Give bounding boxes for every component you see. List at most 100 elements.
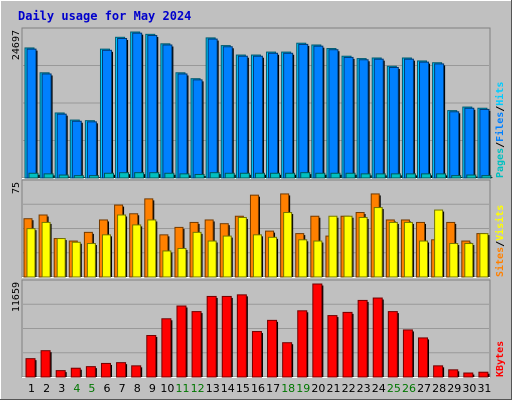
hits-bar-pages-day-13 [209, 172, 220, 179]
hits-bar-pages-day-22 [345, 172, 356, 179]
visits-bar-visits-day-26 [403, 221, 413, 278]
hits-bar-files-day-28 [434, 63, 445, 179]
kbytes-bar-kbytes-day-5 [85, 366, 96, 378]
x-tick-label: 3 [58, 382, 65, 395]
kbytes-bar-kbytes-day-23 [357, 299, 368, 378]
kbytes-bar-kbytes-day-28 [433, 365, 444, 378]
visits-bar-visits-day-17 [268, 236, 278, 278]
kbytes-bar-kbytes-day-10 [161, 318, 172, 378]
x-axis-labels: 1 2 3 4 5 6 7 8 9 10 11 12 13 14 15 16 17 18 19 20 21 22 23 24 2… [28, 382, 491, 395]
hits-bar-files-day-12 [192, 79, 203, 179]
hits-legend-entry: Hits [494, 82, 506, 106]
x-tick-label: 22 [342, 382, 356, 395]
hits-bar-files-day-15 [237, 55, 248, 179]
visits-bar-visits-day-11 [177, 247, 187, 278]
kbytes-legend: KBytes [495, 341, 506, 377]
visits-bar-visits-day-3 [56, 238, 66, 278]
hits-bar-files-day-10 [162, 44, 173, 179]
hits-bar-pages-day-11 [179, 173, 190, 179]
x-tick-label: 21 [326, 382, 340, 395]
visits-bar-visits-day-23 [358, 216, 368, 278]
hits-bar-files-day-18 [283, 52, 294, 179]
visits-bar-visits-day-22 [343, 215, 353, 278]
hits-bar-pages-day-2 [43, 173, 54, 179]
x-tick-label: 18 [281, 382, 295, 395]
kbytes-bar-kbytes-day-2 [40, 350, 51, 378]
hits-bar-pages-day-6 [103, 172, 114, 179]
hits-bar-files-day-21 [328, 49, 339, 179]
hits-bar-pages-day-4 [73, 175, 84, 179]
hits-bar-files-day-8 [132, 32, 143, 179]
x-tick-label: 10 [160, 382, 174, 395]
x-tick-label: 11 [176, 382, 190, 395]
hits-bar-files-day-17 [268, 52, 279, 179]
hits-bar-files-day-4 [71, 120, 82, 179]
kbytes-bar-kbytes-day-16 [251, 331, 262, 378]
visits-bar-visits-day-1 [26, 228, 36, 278]
hits-bar-pages-day-26 [405, 173, 416, 179]
visits-bar-visits-day-20 [313, 240, 323, 278]
visits-bar-visits-day-7 [117, 214, 127, 278]
visits-legend: Sites/Visits [494, 205, 506, 277]
kbytes-bar-kbytes-day-24 [372, 297, 383, 378]
kbytes-bar-kbytes-day-31 [478, 371, 489, 378]
x-tick-label: 25 [387, 382, 401, 395]
x-tick-label: 27 [417, 382, 431, 395]
visits-bar-visits-day-25 [388, 221, 398, 278]
x-tick-label: 9 [149, 382, 156, 395]
hits-bar-pages-day-3 [58, 174, 69, 179]
visits-bar-visits-day-10 [162, 250, 172, 278]
x-tick-label: 2 [43, 382, 50, 395]
hits-bar-pages-day-17 [270, 172, 281, 179]
kbytes-bar-kbytes-day-12 [191, 311, 202, 378]
hits-bar-pages-day-20 [315, 172, 326, 179]
hits-bar-pages-day-21 [330, 172, 341, 179]
kbytes-bar-kbytes-day-14 [221, 295, 232, 378]
hits-bar-pages-day-24 [375, 173, 386, 179]
visits-legend-entry: Visits [494, 205, 506, 241]
kbytes-bar-kbytes-day-3 [55, 370, 66, 378]
hits-bar-files-day-29 [449, 111, 460, 179]
visits-ymax-label: 75 [11, 182, 22, 194]
visits-bar-visits-day-31 [479, 233, 489, 278]
kbytes-ymax-label: 11659 [11, 282, 22, 312]
hits-bar-files-day-5 [86, 121, 97, 179]
hits-bar-files-day-14 [222, 46, 233, 179]
visits-bar-visits-day-30 [464, 243, 474, 278]
kbytes-bar-kbytes-day-26 [402, 329, 413, 378]
kbytes-bar-kbytes-day-27 [418, 337, 429, 378]
hits-bar-files-day-11 [177, 73, 188, 179]
visits-bar-visits-day-29 [449, 243, 459, 278]
hits-bar-files-day-6 [101, 49, 112, 179]
hits-bar-pages-day-10 [164, 172, 175, 179]
x-tick-label: 24 [372, 382, 386, 395]
x-tick-label: 15 [236, 382, 250, 395]
x-tick-label: 26 [402, 382, 416, 395]
visits-bar-visits-day-24 [373, 207, 383, 278]
visits-bar-visits-day-14 [222, 235, 232, 278]
x-tick-label: 16 [251, 382, 265, 395]
hits-bar-pages-day-12 [194, 173, 205, 179]
kbytes-bar-kbytes-day-4 [70, 367, 81, 378]
x-tick-label: 6 [104, 382, 111, 395]
hits-bar-files-day-9 [147, 35, 158, 179]
kbytes-bar-kbytes-day-20 [312, 283, 323, 378]
x-tick-label: 12 [191, 382, 205, 395]
hits-bar-files-day-31 [479, 108, 490, 179]
kbytes-bar-kbytes-day-1 [25, 358, 36, 378]
kbytes-bar-kbytes-day-11 [176, 305, 187, 378]
hits-bar-files-day-23 [358, 59, 369, 179]
visits-bar-visits-day-4 [71, 241, 81, 278]
visits-bar-visits-day-15 [237, 216, 247, 278]
visits-bar-visits-day-28 [434, 209, 444, 278]
hits-bar-files-day-19 [298, 43, 309, 179]
kbytes-bar-kbytes-day-19 [297, 310, 308, 378]
hits-bar-pages-day-19 [300, 172, 311, 179]
hits-bar-files-day-13 [207, 38, 218, 179]
hits-bar-files-day-7 [117, 37, 128, 179]
hits-bar-pages-day-5 [88, 175, 99, 179]
hits-ymax-label: 24697 [11, 30, 22, 60]
kbytes-panel: 11659 KBytes [11, 279, 506, 378]
hits-bar-files-day-20 [313, 45, 324, 179]
